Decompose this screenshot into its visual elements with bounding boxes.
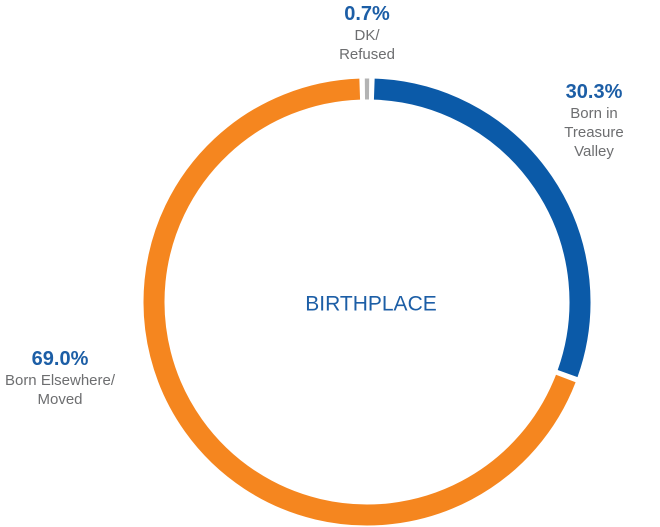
category-label: Born in Treasure Valley	[564, 105, 624, 160]
category-label: Born Elsewhere/ Moved	[4, 372, 116, 408]
category-label: DK/ Refused	[339, 27, 395, 63]
value-label: 0.7%	[344, 3, 390, 25]
donut-slice	[373, 78, 591, 378]
value-label: 69.0%	[31, 348, 89, 370]
slice-label: 69.0% Born Elsewhere/ Moved	[5, 347, 115, 409]
slice-label: 30.3% Born in Treasure Valley	[561, 80, 627, 161]
value-label: 30.3%	[565, 81, 623, 103]
chart-title: BIRTHPLACE	[305, 293, 437, 316]
donut-slice	[143, 78, 576, 526]
slice-label: 0.7% DK/ Refused	[339, 2, 395, 64]
